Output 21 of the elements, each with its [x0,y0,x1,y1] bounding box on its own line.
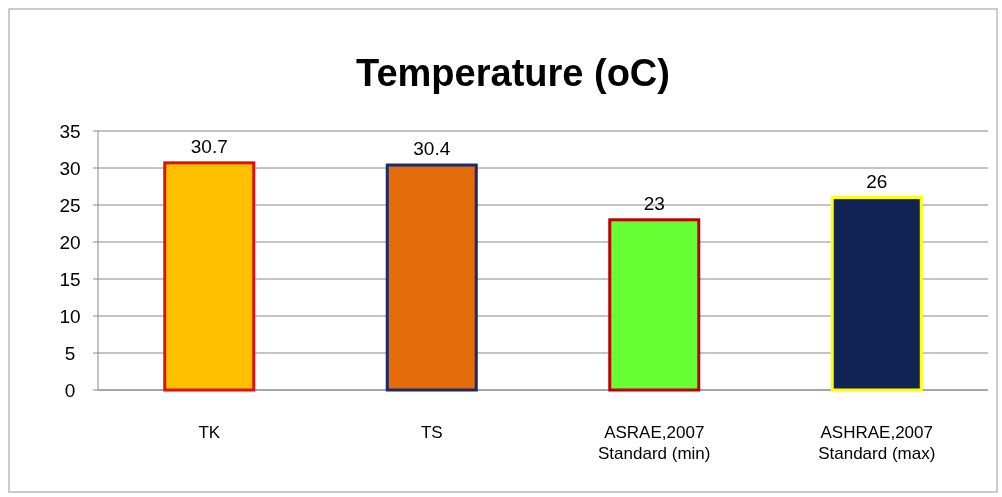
y-tick-label: 0 [64,379,76,401]
bar [608,218,701,392]
data-label: 30.4 [413,138,451,160]
bar [163,161,256,392]
y-tick-label: 15 [59,268,81,290]
bar [830,196,923,392]
y-tick-label: 30 [59,157,81,179]
y-tick-label: 35 [59,120,81,142]
x-tick-label: ASRAE,2007 Standard (min) [598,423,711,464]
y-tick-label: 25 [59,194,81,216]
x-tick-label: TK [198,423,221,442]
bar [385,163,478,392]
data-label: 30.7 [190,135,228,157]
y-tick-label: 10 [59,305,81,327]
y-tick-label: 20 [59,231,81,253]
x-tick-label: TS [420,423,443,442]
data-label: 26 [866,170,888,192]
chart-title: Temperature (oC) [356,52,670,94]
data-label: 23 [643,192,665,214]
x-tick-label: ASHRAE,2007 Standard (max) [818,423,936,464]
y-tick-label: 5 [64,342,76,364]
